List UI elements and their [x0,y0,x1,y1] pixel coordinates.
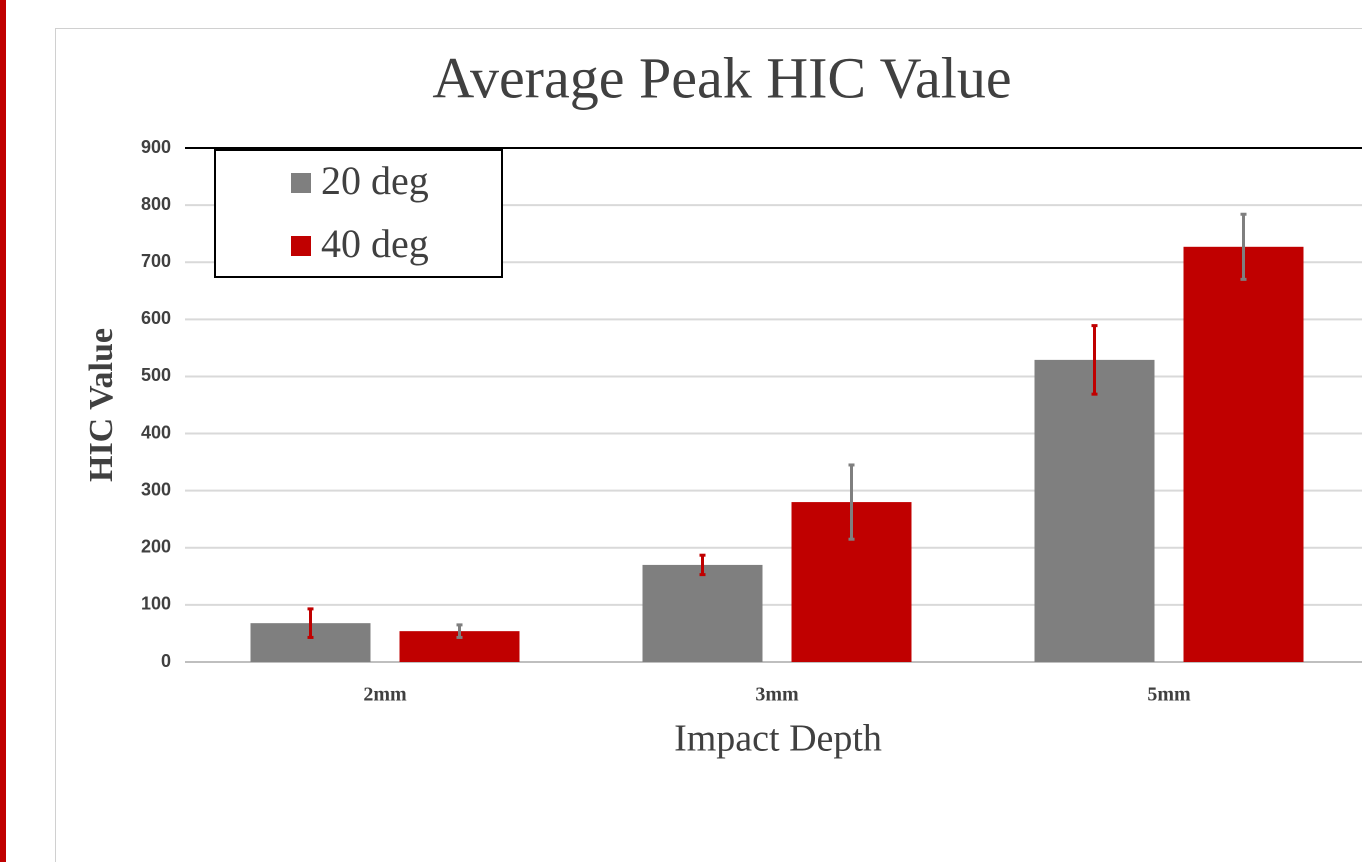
legend-label: 40 deg [321,221,429,266]
y-tick-label: 700 [141,251,171,271]
y-tick-label: 0 [161,651,171,671]
x-axis-label: Impact Depth [674,718,882,760]
x-tick-label: 3mm [755,684,799,706]
bar [1034,359,1155,662]
y-tick-label: 800 [141,194,171,214]
y-tick-label: 200 [141,537,171,557]
legend-label: 20 deg [321,158,429,203]
error-bar [1240,212,1247,281]
legend [214,149,503,278]
error-bar [699,553,706,577]
y-tick-label: 300 [141,479,171,499]
legend-swatch [291,236,311,256]
error-bar [1091,324,1098,396]
x-tick-label: 5mm [1147,684,1191,706]
y-tick-label: 100 [141,594,171,614]
error-bar [848,463,855,541]
bar [642,564,763,662]
error-bar [456,623,463,639]
y-tick-label: 400 [141,422,171,442]
side-stripe [0,0,6,862]
legend-swatch [291,173,311,193]
y-tick-label: 600 [141,308,171,328]
bar [1183,246,1304,662]
y-axis-label: HIC Value [83,328,120,482]
y-tick-label: 500 [141,365,171,385]
x-tick-label: 2mm [363,684,407,706]
error-bar [307,607,314,639]
chart-title: Average Peak HIC Value [432,45,1011,110]
y-tick-label: 900 [141,137,171,157]
